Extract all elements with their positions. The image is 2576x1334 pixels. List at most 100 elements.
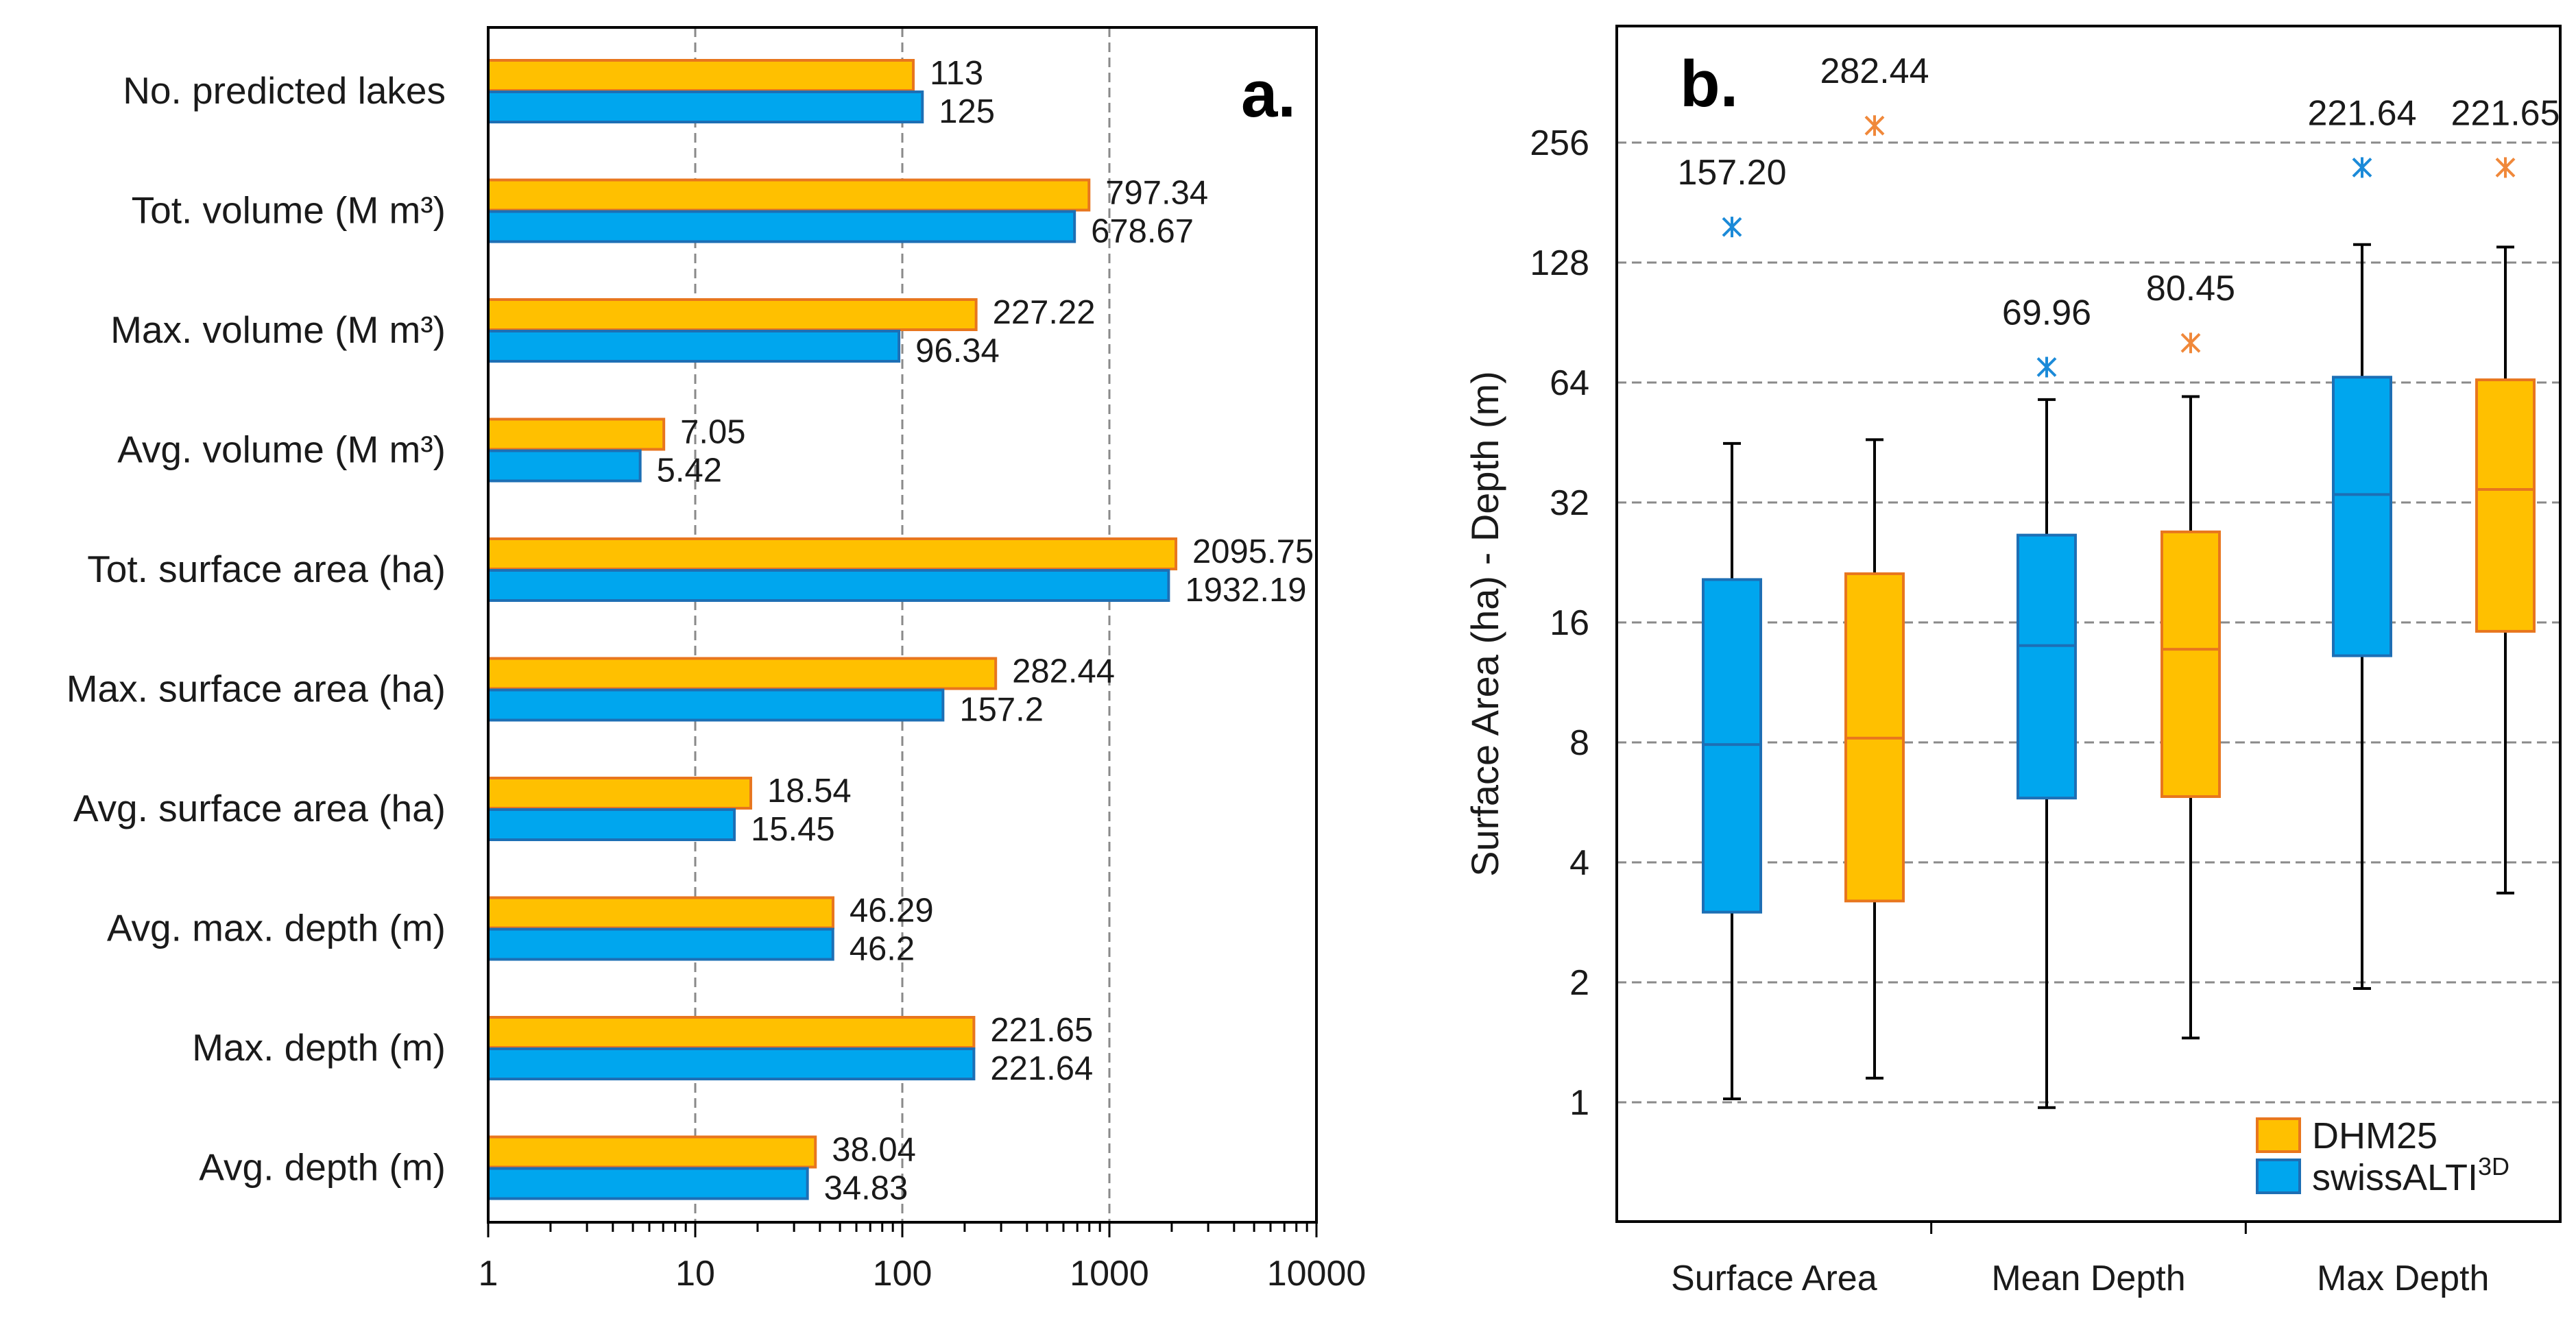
box-mean-depth-dhm25 <box>2160 395 2221 1040</box>
panel-b-y-axis: 1 2 4 8 16 32 64 128 256 <box>1530 123 1589 1123</box>
outlier-label-max-depth-dhm25: 221.65 <box>2451 93 2560 133</box>
value-label-dhm25-avg-max-depth-m: 46.29 <box>850 893 934 930</box>
bar-dhm25-no-predicted-lakes <box>487 59 915 92</box>
legend-label-swissalti3d-superscript: 3D <box>2478 1152 2509 1180</box>
bar-dhm25-tot-volume-m-m <box>487 178 1091 212</box>
panel-a-label: a. <box>1241 58 1296 131</box>
bar-swissalti3d-tot-surface-area-ha <box>487 569 1170 602</box>
panel-b-y-axis-title: Surface Area (ha) - Depth (m) <box>1463 371 1506 877</box>
legend-label-dhm25: DHM25 <box>2312 1115 2437 1156</box>
panel-a-x-tick-label: 100 <box>873 1254 932 1294</box>
panel-b-legend: DHM25 swissALTI3D <box>2256 1115 2509 1198</box>
legend-swatch-swissalti3d <box>2256 1159 2301 1194</box>
panel-a-x-tick-label: 1 <box>479 1254 498 1294</box>
value-label-dhm25-tot-volume-m-m: 797.34 <box>1105 175 1208 212</box>
bar-dhm25-max-depth-m <box>487 1016 976 1049</box>
panel-a-x-tick-label: 10 <box>675 1254 715 1294</box>
outlier-stroke <box>2036 357 2057 377</box>
outlier-label-surface-area-dhm25: 282.44 <box>1820 51 1929 91</box>
panel-b-y-tick-label: 8 <box>1569 723 1589 763</box>
panel-b-boxes <box>1702 243 2536 1109</box>
category-label-tot-volume-m-m: Tot. volume (M m³) <box>132 189 446 232</box>
bar-dhm25-max-surface-area-ha <box>487 657 998 690</box>
value-label-swissalti3d-tot-surface-area-ha: 1932.19 <box>1185 572 1306 609</box>
category-label-avg-volume-m-m: Avg. volume (M m³) <box>117 428 446 471</box>
value-label-dhm25-avg-depth-m: 38.04 <box>832 1132 916 1169</box>
outlier-label-surface-area-swissalti3d: 157.20 <box>1677 153 1786 193</box>
outlier-marker-surface-area-swissalti3d <box>1722 217 1742 238</box>
panel-b-y-tick-label: 16 <box>1550 603 1589 643</box>
bar-swissalti3d-tot-volume-m-m <box>487 210 1076 243</box>
panel-a-bars <box>487 59 1178 1200</box>
value-label-dhm25-avg-volume-m-m: 7.05 <box>680 414 745 451</box>
panel-b-outliers: 157.20 282.44 69.96 80.45 221.64 221.65 <box>1677 51 2560 378</box>
panel-a-x-tick-label: 10000 <box>1267 1254 1367 1294</box>
value-label-dhm25-max-surface-area-ha: 282.44 <box>1012 653 1115 690</box>
value-label-dhm25-tot-surface-area-ha: 2095.75 <box>1192 533 1314 570</box>
outlier-stroke <box>2180 332 2201 353</box>
box-mean-depth-swissalti3d <box>2017 398 2077 1109</box>
value-label-swissalti3d-avg-surface-area-ha: 15.45 <box>751 811 835 848</box>
value-label-dhm25-max-depth-m: 221.65 <box>990 1012 1093 1049</box>
bar-swissalti3d-max-surface-area-ha <box>487 688 945 722</box>
panel-b-box-plot: 157.20 282.44 69.96 80.45 221.64 221.65 1 2 4 8 1… <box>1463 25 2562 1298</box>
category-label-avg-depth-m: Avg. depth (m) <box>199 1146 446 1189</box>
value-label-swissalti3d-avg-depth-m: 34.83 <box>824 1170 908 1207</box>
outlier-label-mean-depth-dhm25: 80.45 <box>2146 269 2235 308</box>
value-label-swissalti3d-avg-max-depth-m: 46.2 <box>850 931 915 968</box>
category-label-avg-max-depth-m: Avg. max. depth (m) <box>107 907 446 949</box>
value-label-swissalti3d-max-surface-area-ha: 157.2 <box>959 692 1044 729</box>
panel-b-y-tick-label: 128 <box>1530 243 1589 283</box>
bar-dhm25-avg-max-depth-m <box>487 896 834 930</box>
panel-a-x-axis: 1 10 100 1000 10000 <box>479 1222 1367 1294</box>
outlier-marker-mean-depth-dhm25 <box>2180 332 2201 354</box>
value-label-swissalti3d-avg-volume-m-m: 5.42 <box>657 452 722 489</box>
bar-swissalti3d-avg-depth-m <box>487 1167 809 1200</box>
value-label-swissalti3d-max-depth-m: 221.64 <box>990 1050 1093 1087</box>
outlier-marker-mean-depth-swissalti3d <box>2036 356 2057 378</box>
panel-b-y-tick-label: 32 <box>1550 483 1589 523</box>
bar-dhm25-avg-depth-m <box>487 1135 817 1169</box>
outlier-stroke <box>1722 217 1742 237</box>
category-label-max-volume-m-m: Max. volume (M m³) <box>110 308 446 351</box>
value-label-dhm25-avg-surface-area-ha: 18.54 <box>767 773 852 810</box>
panel-b-x-axis: Surface Area Mean Depth Max Depth <box>1671 1222 2489 1298</box>
category-label-no-predicted-lakes: No. predicted lakes <box>123 69 446 112</box>
outlier-label-mean-depth-swissalti3d: 69.96 <box>2002 293 2091 333</box>
box-surface-area-dhm25 <box>1844 438 1905 1080</box>
panel-b-plot-frame <box>1615 25 2562 1223</box>
panel-a-plot-frame <box>487 26 1318 1224</box>
panel-b-y-tick-label: 2 <box>1569 963 1589 1003</box>
panel-b-y-tick-label: 4 <box>1569 843 1589 883</box>
bar-swissalti3d-avg-volume-m-m <box>487 449 642 483</box>
bar-swissalti3d-no-predicted-lakes <box>487 90 924 123</box>
box-max-depth-swissalti3d <box>2332 243 2392 990</box>
bar-dhm25-avg-surface-area-ha <box>487 777 752 810</box>
outlier-label-max-depth-swissalti3d: 221.64 <box>2307 93 2416 133</box>
bar-dhm25-max-volume-m-m <box>487 298 978 331</box>
box-body-max-depth-dhm25 <box>2475 378 2536 633</box>
box-max-depth-dhm25 <box>2475 245 2536 895</box>
panel-b-y-tick-label: 1 <box>1569 1083 1589 1123</box>
value-label-swissalti3d-no-predicted-lakes: 125 <box>939 93 995 130</box>
box-surface-area-swissalti3d <box>1702 441 1762 1101</box>
panel-b-x-label-max-depth: Max Depth <box>2317 1259 2489 1298</box>
value-label-dhm25-max-volume-m-m: 227.22 <box>993 294 1096 331</box>
bar-swissalti3d-max-volume-m-m <box>487 330 901 363</box>
bar-swissalti3d-avg-surface-area-ha <box>487 808 736 841</box>
category-label-avg-surface-area-ha: Avg. surface area (ha) <box>73 787 446 829</box>
outlier-stroke <box>2495 157 2516 178</box>
outlier-stroke <box>1864 115 1885 136</box>
bar-dhm25-tot-surface-area-ha <box>487 537 1178 570</box>
panel-a-bar-chart: No. predicted lakes Tot. volume (M m³) Max… <box>67 26 1367 1294</box>
bar-swissalti3d-max-depth-m <box>487 1047 976 1080</box>
panel-b-y-tick-label: 64 <box>1550 363 1589 403</box>
box-body-mean-depth-swissalti3d <box>2017 533 2077 800</box>
panel-b-label: b. <box>1680 47 1738 121</box>
panel-b-gridlines <box>1617 141 2560 1104</box>
value-label-dhm25-no-predicted-lakes: 113 <box>930 55 983 92</box>
bar-dhm25-avg-volume-m-m <box>487 417 666 451</box>
value-label-swissalti3d-max-volume-m-m: 96.34 <box>915 332 1000 369</box>
